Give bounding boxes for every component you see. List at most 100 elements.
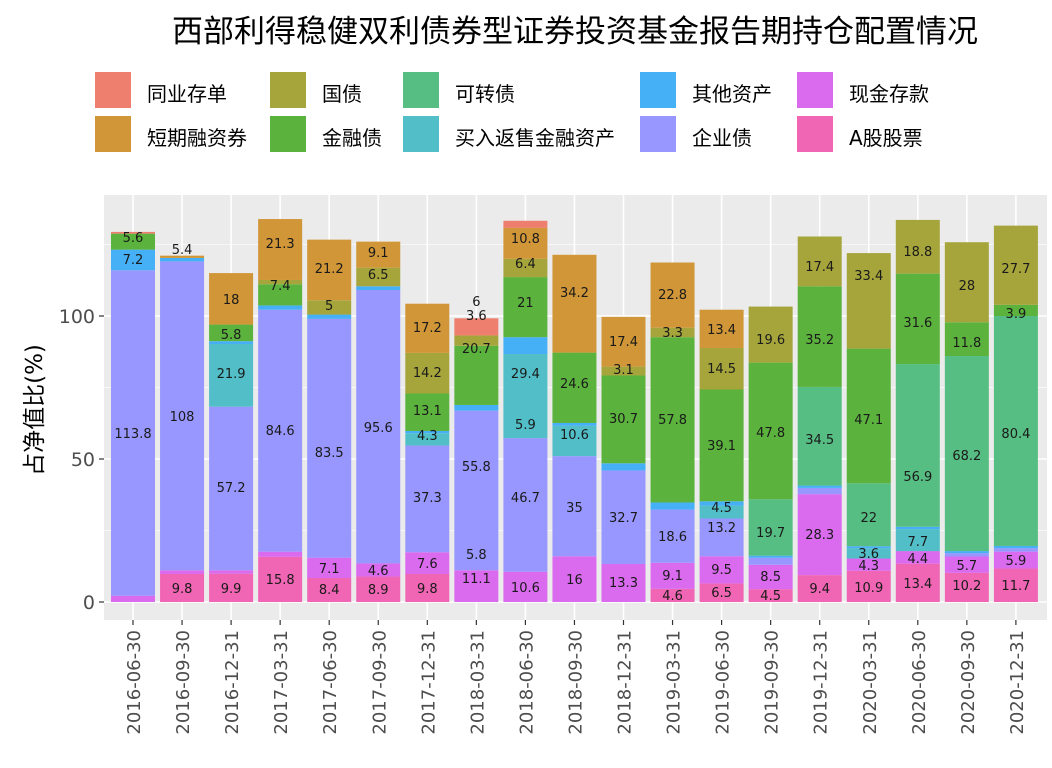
bar-segment (503, 277, 548, 338)
data-label: 56.9 (903, 470, 932, 485)
data-label: 13.2 (707, 521, 736, 536)
data-label: 4.6 (368, 564, 389, 579)
data-label: 13.4 (707, 323, 736, 338)
bar-stack (160, 255, 205, 602)
data-label: 47.1 (854, 413, 883, 428)
bar-segment (601, 463, 646, 471)
bar-segment (258, 556, 303, 602)
bar-segment (503, 220, 548, 228)
bar-segment (895, 529, 940, 552)
bar-segment (601, 375, 646, 464)
bar-segment (111, 595, 155, 602)
bar-segment (111, 231, 155, 234)
bar-segment (797, 386, 842, 486)
bar-stack (454, 318, 499, 602)
bar-segment (160, 570, 205, 574)
data-label: 5.8 (221, 328, 242, 343)
x-tick-label: 2020-06-30 (909, 630, 930, 735)
data-label: 8.9 (368, 583, 389, 598)
bar-segment (699, 309, 744, 349)
y-axis-title: 占净值比(%) (22, 344, 48, 476)
bar-segment (258, 284, 303, 306)
data-label: 83.5 (315, 446, 344, 461)
bar-segment (454, 570, 499, 602)
bar-stack (797, 236, 842, 602)
data-label: 3.1 (613, 363, 634, 378)
data-label: 4.4 (907, 552, 928, 567)
data-label: 9.8 (417, 582, 438, 597)
data-label: 11.1 (462, 572, 491, 587)
bar-segment (846, 570, 891, 602)
data-label: 16 (566, 573, 583, 588)
data-label: 13.1 (413, 404, 442, 419)
data-label: 9.8 (172, 582, 193, 597)
data-label: 3.6 (466, 309, 487, 324)
data-label: 10.2 (952, 579, 981, 594)
data-label: 27.7 (1001, 262, 1030, 277)
bar-segment (944, 322, 989, 357)
data-label: 28.3 (805, 528, 834, 543)
bar-stack (307, 239, 352, 602)
bar-segment (993, 304, 1038, 316)
data-label: 3.9 (1006, 307, 1027, 322)
bar-segment (699, 583, 744, 602)
data-label: 6.5 (711, 586, 732, 601)
bar-segment (895, 526, 940, 530)
data-label: 80.4 (1001, 427, 1030, 442)
y-tick-label: 50 (71, 449, 95, 471)
data-label: 113.8 (114, 427, 151, 442)
x-tick-label: 2017-09-30 (369, 630, 390, 735)
bar-segment (503, 354, 548, 439)
bar-segment (699, 505, 744, 519)
bar-segment (209, 341, 254, 345)
data-label: 95.6 (364, 421, 393, 436)
x-tick-label: 2016-06-30 (124, 630, 145, 735)
data-label: 33.4 (854, 269, 883, 284)
data-label: 3.6 (858, 547, 879, 562)
bar-segment (797, 575, 842, 602)
x-tick-label: 2019-06-30 (713, 630, 734, 735)
data-label: 18.8 (903, 245, 932, 260)
bar-segment (993, 568, 1038, 602)
bar-segment (748, 564, 793, 590)
bar-segment (895, 273, 940, 365)
bar-segment (601, 316, 646, 367)
bar-segment (405, 573, 450, 602)
data-label: 19.6 (756, 333, 785, 348)
data-label: 10.9 (854, 581, 883, 596)
data-label: 9.5 (711, 563, 732, 578)
bar-segment (944, 556, 989, 573)
legend-swatch (403, 72, 439, 108)
data-label: 24.6 (560, 377, 589, 392)
bar-segment (454, 318, 499, 336)
data-label: 28 (959, 279, 976, 294)
bar-segment (601, 366, 646, 376)
bar-segment (258, 279, 303, 285)
bar-segment (944, 572, 989, 602)
legend-swatch (270, 72, 306, 108)
bar-stack (552, 254, 597, 602)
chart-title: 西部利得稳健双利债券型证券投资基金报告期持仓配置情况 (172, 14, 978, 50)
bar-segment (209, 573, 254, 602)
bar-stack (503, 220, 548, 602)
bar-segment (895, 551, 940, 564)
legend-swatch (403, 116, 439, 152)
bar-segment (846, 253, 891, 349)
data-label: 5.9 (1006, 554, 1027, 569)
bar-segment (797, 236, 842, 287)
bar-segment (307, 318, 352, 558)
bar-segment (258, 219, 303, 280)
bar-segment (699, 389, 744, 502)
bar-segment (650, 262, 695, 328)
bar-segment (454, 335, 499, 346)
data-label: 21.9 (217, 367, 246, 382)
bar-segment (650, 337, 695, 503)
data-label: 84.6 (266, 424, 295, 439)
data-label: 7.4 (270, 279, 291, 294)
bar-stack (209, 273, 254, 602)
data-label: 5.8 (466, 548, 487, 563)
x-tick-label: 2020-03-31 (860, 630, 881, 735)
bar-segment (307, 314, 352, 319)
bar-stack (993, 225, 1038, 602)
bar-segment (209, 324, 254, 342)
